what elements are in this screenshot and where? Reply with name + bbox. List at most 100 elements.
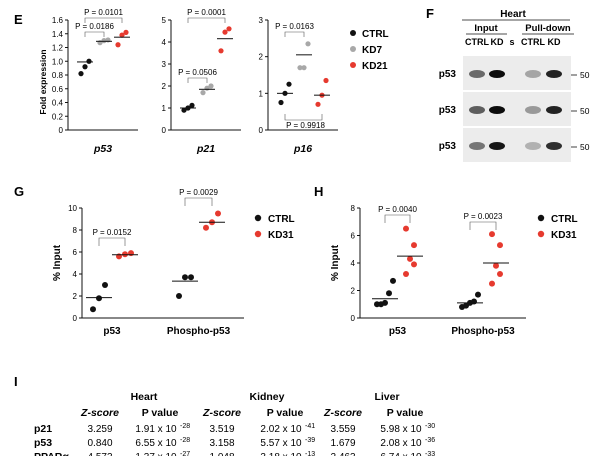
e-ytick-label: 0 [59,126,64,135]
panel-letter-h: H [314,184,323,199]
legend-dot [254,230,262,238]
i-zscore: 0.840 [87,438,112,449]
i-group-header: Heart [131,391,158,403]
legend-dot [537,230,545,238]
i-col-pvalue: P value [142,407,179,419]
e-ytick-label: 3 [162,60,167,69]
pvalue: P = 0.0023 [464,212,503,221]
point-ctrl [386,290,392,297]
legend-label: CTRL [268,214,295,225]
point-kd31 [411,261,417,268]
point-ctrl [475,291,481,298]
e-legend-label: CTRL [362,29,389,40]
i-zscore: 2.463 [330,452,355,456]
ylabel: % Input [52,244,63,281]
bracket [384,214,411,223]
e-point-kd21 [226,26,232,32]
ytick-label: 10 [68,204,77,213]
e-ytick-label: 1.4 [52,30,64,39]
f-marker-label: 50 [580,106,590,116]
i-row-gene: p53 [34,437,52,449]
pvalue: P = 0.0029 [179,188,218,197]
ytick-label: 2 [73,292,78,301]
i-col-pvalue: P value [387,407,424,419]
i-pvalue-exponent: -36 [425,437,435,444]
f-band [489,70,505,78]
e-ytick-label: 3 [259,16,264,25]
ytick-label: 8 [351,204,356,213]
ytick-label: 2 [351,287,356,296]
f-title: Heart [500,9,526,20]
e-legend-dot [350,30,356,36]
i-zscore: 3.158 [209,438,234,449]
point-kd31 [489,280,495,287]
f-band [525,70,541,78]
point-kd31 [403,271,409,277]
e-point-kd7 [297,65,303,71]
i-pvalue: 6.74 x 10 [380,452,422,456]
f-band [469,70,485,78]
e-point-kd21 [323,77,329,84]
e-pvalue: P = 0.0001 [187,8,226,17]
e-point-kd7 [208,83,214,89]
e-pvalue: P = 0.0506 [178,68,217,77]
i-zscore: 3.259 [87,424,112,435]
i-pvalue: 1.37 x 10 [135,452,177,456]
f-lane-label: CTRL [521,37,545,47]
i-pvalue-exponent: -28 [180,437,190,444]
e-point-kd7 [101,38,107,44]
legend-dot [254,214,262,222]
i-col-zscore: Z-score [202,407,241,419]
e-ytick-label: 1.6 [52,16,64,25]
e-point-kd7 [305,41,311,47]
e-ytick-label: 0 [162,126,167,135]
e-point-kd21 [123,29,129,35]
i-pvalue-exponent: -41 [305,423,315,430]
e-ytick-label: 1.2 [52,44,64,53]
i-row-gene: PPARα [34,451,69,456]
e-point-kd7 [200,90,206,96]
panel-h-chart: % Input 0 2 4 6 8 P = 0.0040 p53 P = 0.0023 Phosp… [330,204,578,337]
e-legend-label: KD21 [362,61,388,72]
e-pvalue: P = 0.0186 [75,22,114,31]
i-pvalue: 2.02 x 10 [260,424,302,435]
point-kd31 [497,242,503,249]
i-zscore: 1.048 [209,452,234,456]
e-legend-label: KD7 [362,45,382,56]
point-ctrl [390,277,396,284]
e-point-ctrl [189,102,195,108]
e-ytick-label: 0 [259,126,264,135]
point-ctrl [90,306,96,313]
bracket [469,221,497,230]
e-point-kd21 [222,29,228,35]
pvalue: P = 0.0040 [378,205,417,214]
e-point-kd21 [115,42,121,48]
i-pvalue: 1.91 x 10 [135,424,177,435]
ytick-label: 4 [351,259,356,268]
i-col-zscore: Z-score [323,407,362,419]
category-label: p53 [389,326,407,337]
f-row-label: p53 [439,105,457,116]
f-group-pulldown: Pull-down [525,23,571,34]
point-kd31 [215,210,221,217]
f-band [546,106,562,114]
panel-letter-f: F [426,6,434,21]
panel-e-chart-p21: 0 1 2 3 4 5 P = 0.0001 P = 0.0506 p21 [162,8,241,155]
f-band [546,70,562,78]
e-ytick-label: 1 [162,104,167,113]
panel-e-ylabel: Fold expression [38,49,48,114]
f-lane-label: s [509,37,514,47]
point-ctrl [471,298,477,305]
bracket [98,237,126,246]
f-band [525,142,541,150]
f-lane-label: CTRL [465,37,489,47]
e-point-kd7 [301,65,307,71]
panel-letter-i: I [14,374,18,389]
e-ytick-label: 4 [162,38,167,47]
panel-e-chart-p16: 0 1 2 3 P = 0.0163 P = 0.9918 p16 [259,16,338,155]
e-gene-label: p21 [196,143,215,155]
i-pvalue: 5.57 x 10 [260,438,302,449]
e-ytick-label: 1 [259,89,264,98]
